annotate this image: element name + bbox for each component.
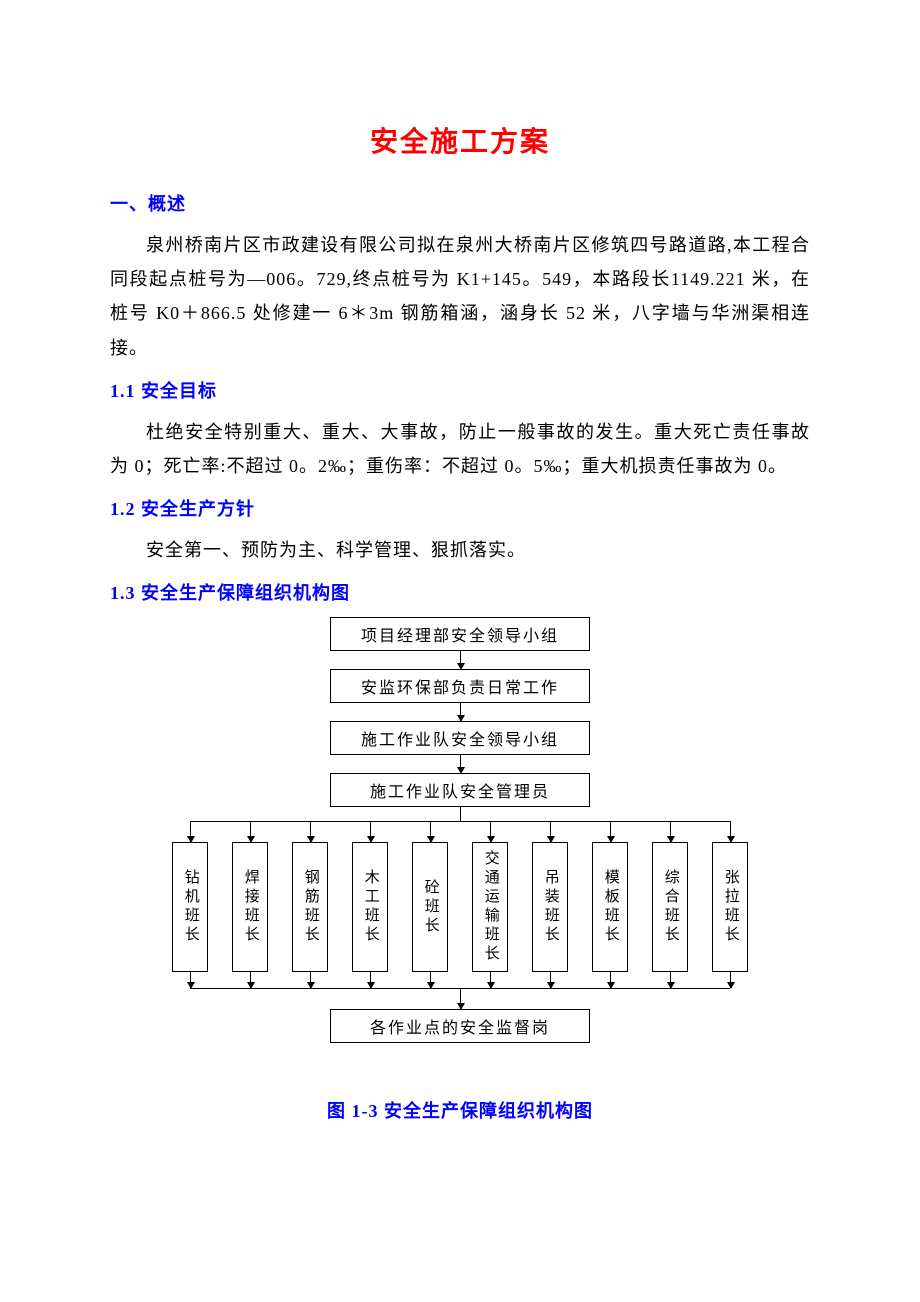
org-leaf-box-9: 张拉班长 bbox=[712, 842, 748, 972]
org-leaf-box-4: 砼班长 bbox=[412, 842, 448, 972]
arrow-from-leaf bbox=[610, 972, 611, 988]
section-1-intro: 泉州桥南片区市政建设有限公司拟在泉州大桥南片区修筑四号路道路,本工程合同段起点桩… bbox=[110, 228, 810, 365]
section-1-heading: 一、概述 bbox=[110, 190, 810, 216]
arrow-from-leaf bbox=[430, 972, 431, 988]
arrow-to-bottom bbox=[460, 988, 461, 1009]
org-box-level-1: 安监环保部负责日常工作 bbox=[330, 669, 590, 703]
org-box-level-2: 施工作业队安全领导小组 bbox=[330, 721, 590, 755]
arrow-from-leaf bbox=[490, 972, 491, 988]
org-chart-container: 项目经理部安全领导小组安监环保部负责日常工作施工作业队安全领导小组施工作业队安全… bbox=[110, 617, 810, 1057]
arrow-to-leaf bbox=[550, 821, 551, 842]
connector-line bbox=[460, 807, 461, 821]
subsection-1-1-heading: 1.1 安全目标 bbox=[110, 377, 810, 403]
org-bottom-box: 各作业点的安全监督岗 bbox=[330, 1009, 590, 1043]
subsection-1-2-heading: 1.2 安全生产方针 bbox=[110, 495, 810, 521]
arrow-from-leaf bbox=[190, 972, 191, 988]
org-leaf-box-1: 焊接班长 bbox=[232, 842, 268, 972]
arrow-to-leaf bbox=[670, 821, 671, 842]
org-leaf-box-6: 吊装班长 bbox=[532, 842, 568, 972]
org-chart-caption: 图 1-3 安全生产保障组织机构图 bbox=[110, 1097, 810, 1123]
arrow-down bbox=[460, 755, 461, 773]
arrow-from-leaf bbox=[370, 972, 371, 988]
arrow-from-leaf bbox=[310, 972, 311, 988]
org-leaf-box-5: 交通运输班长 bbox=[472, 842, 508, 972]
arrow-to-leaf bbox=[730, 821, 731, 842]
arrow-to-leaf bbox=[490, 821, 491, 842]
subsection-1-2-text: 安全第一、预防为主、科学管理、狠抓落实。 bbox=[110, 533, 810, 567]
org-leaf-box-0: 钻机班长 bbox=[172, 842, 208, 972]
arrow-down bbox=[460, 651, 461, 669]
subsection-1-3-heading: 1.3 安全生产保障组织机构图 bbox=[110, 579, 810, 605]
arrow-to-leaf bbox=[190, 821, 191, 842]
arrow-to-leaf bbox=[610, 821, 611, 842]
arrow-from-leaf bbox=[730, 972, 731, 988]
org-leaf-box-2: 钢筋班长 bbox=[292, 842, 328, 972]
arrow-from-leaf bbox=[550, 972, 551, 988]
subsection-1-1-text: 杜绝安全特别重大、重大、大事故，防止一般事故的发生。重大死亡责任事故为 0；死亡… bbox=[110, 415, 810, 483]
org-box-level-3: 施工作业队安全管理员 bbox=[330, 773, 590, 807]
org-chart: 项目经理部安全领导小组安监环保部负责日常工作施工作业队安全领导小组施工作业队安全… bbox=[160, 617, 760, 1057]
arrow-to-leaf bbox=[430, 821, 431, 842]
org-box-level-0: 项目经理部安全领导小组 bbox=[330, 617, 590, 651]
arrow-from-leaf bbox=[670, 972, 671, 988]
arrow-to-leaf bbox=[370, 821, 371, 842]
arrow-to-leaf bbox=[310, 821, 311, 842]
arrow-down bbox=[460, 703, 461, 721]
org-leaf-box-7: 模板班长 bbox=[592, 842, 628, 972]
document-title: 安全施工方案 bbox=[110, 120, 810, 160]
org-leaf-box-3: 木工班长 bbox=[352, 842, 388, 972]
org-leaf-box-8: 综合班长 bbox=[652, 842, 688, 972]
distribution-line-top bbox=[190, 821, 730, 822]
arrow-from-leaf bbox=[250, 972, 251, 988]
arrow-to-leaf bbox=[250, 821, 251, 842]
